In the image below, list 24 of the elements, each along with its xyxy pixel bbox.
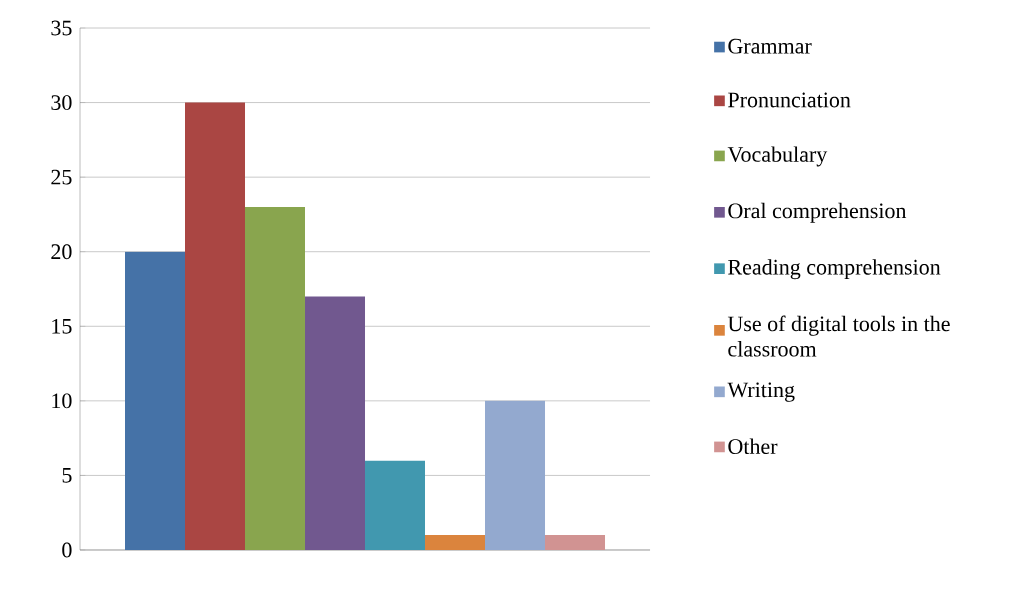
bar	[245, 206, 306, 550]
bar	[545, 535, 606, 550]
bar	[365, 460, 426, 550]
legend-label: Reading comprehension	[728, 259, 941, 280]
y-tick-label: 15	[52, 318, 72, 334]
y-tick-label: 5	[62, 468, 72, 483]
bar	[425, 535, 486, 550]
y-tick-label: 25	[51, 169, 72, 185]
bar	[185, 102, 246, 550]
y-tick-label: 0	[62, 542, 72, 558]
legend-label: Grammar	[728, 38, 812, 54]
y-tick-label: 10	[52, 393, 72, 409]
y-tick-label: 35	[51, 20, 72, 36]
bar	[305, 296, 366, 550]
bar	[125, 251, 186, 550]
legend-label: Writing	[727, 382, 795, 402]
legend-label: Use of digital tools in the classroom	[727, 315, 950, 357]
bar	[485, 400, 546, 550]
legend-label: Oral comprehension	[728, 202, 907, 223]
legend-label: Pronunciation	[728, 92, 851, 108]
y-tick-label: 30	[51, 95, 72, 110]
legend-label: Other	[728, 438, 778, 454]
legend-label: Vocabulary	[727, 146, 828, 167]
y-tick-label: 20	[51, 244, 72, 260]
